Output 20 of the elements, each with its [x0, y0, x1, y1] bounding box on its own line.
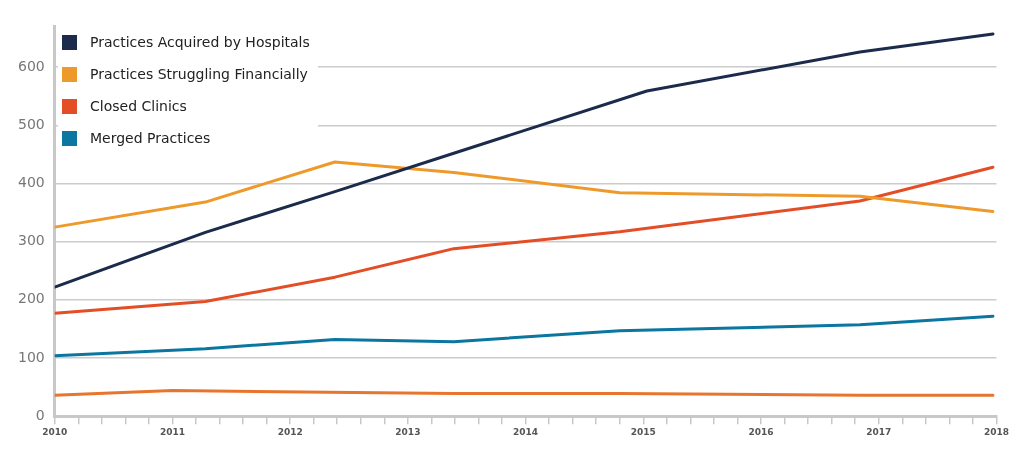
y-tick-label: 200: [17, 290, 45, 307]
x-tick-label: 2012: [277, 426, 303, 437]
x-tick-label: 2011: [159, 426, 185, 437]
x-tick-label: 2015: [630, 426, 656, 437]
x-tick-label: 2017: [866, 426, 892, 437]
legend-label: Practices Struggling Financially: [90, 66, 308, 82]
legend-label: Merged Practices: [90, 130, 211, 146]
x-tick-label: 2013: [395, 426, 421, 437]
x-tick-label: 2010: [42, 426, 68, 437]
y-tick-label: 400: [17, 174, 45, 191]
y-tick-label: 100: [17, 348, 45, 365]
y-tick-label: 500: [17, 115, 45, 132]
x-tick-label: 2018: [983, 426, 1010, 437]
y-tick-label: 300: [17, 232, 45, 249]
y-tick-label: 0: [35, 406, 45, 423]
legend-label: Closed Clinics: [90, 98, 187, 114]
x-tick-label: 2014: [513, 426, 539, 437]
legend-label: Practices Acquired by Hospitals: [90, 34, 310, 50]
y-tick-label: 600: [17, 57, 45, 74]
x-tick-label: 2016: [748, 426, 774, 437]
